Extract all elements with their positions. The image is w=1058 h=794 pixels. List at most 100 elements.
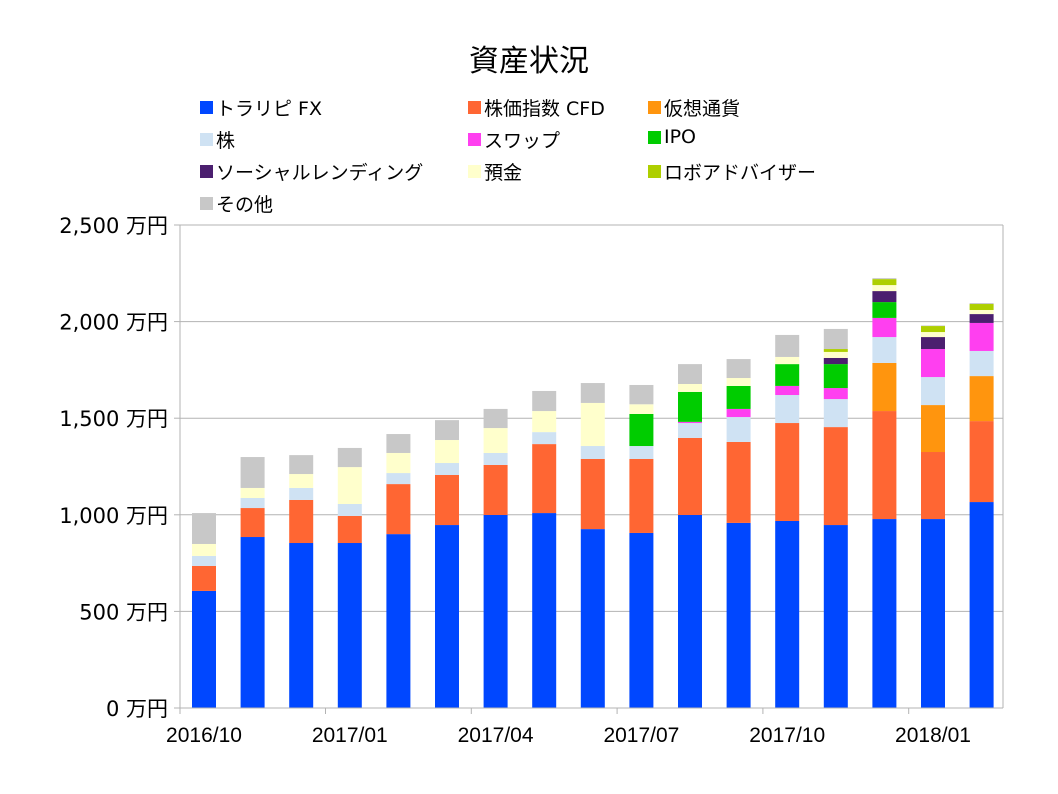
bar-stack-2017/01: [337, 447, 362, 708]
bar-segment-0: [192, 590, 216, 708]
bar-segment-9: [872, 278, 897, 280]
bar-segment-7: [629, 404, 654, 414]
bar-segment-0: [872, 519, 897, 708]
legend-item: 株: [200, 126, 235, 153]
bar-stack-2017/08: [678, 364, 702, 708]
bar-segment-9: [240, 457, 265, 488]
bar-segment-1: [775, 423, 800, 521]
x-tick-label: 2017/10: [749, 724, 825, 747]
bar-segment-9: [629, 384, 654, 405]
bar-segment-9: [532, 390, 557, 412]
bar-stack-2017/06: [580, 383, 605, 708]
bar-segment-1: [823, 427, 848, 526]
bar-segment-7: [483, 428, 508, 453]
bar-stack-2017/05: [532, 390, 557, 708]
bar-segment-9: [678, 364, 702, 385]
bar-segment-1: [192, 565, 216, 591]
bar-segment-6: [823, 357, 848, 365]
bar-segment-8: [969, 304, 994, 311]
legend-label: スワップ: [484, 130, 561, 152]
x-tick-label: 2017/01: [312, 724, 388, 747]
legend-swatch: [200, 101, 213, 114]
bar-segment-1: [532, 444, 557, 514]
bar-segment-3: [629, 446, 654, 459]
bar-segment-0: [483, 514, 508, 708]
y-tick-label: 2,000 万円: [59, 311, 168, 335]
bar-segment-2: [872, 362, 897, 412]
bar-stack-2018/01: [921, 325, 945, 708]
bar-stack-2017/12: [872, 278, 897, 708]
legend-label: 仮想通貨: [664, 98, 741, 120]
legend-swatch: [468, 165, 481, 178]
bar-stack-2017/03: [435, 420, 459, 708]
x-tick-label: 2017/07: [603, 724, 679, 747]
bar-segment-0: [337, 543, 362, 708]
chart-title: 資産状況: [469, 44, 589, 79]
bar-stack-2017/10: [775, 334, 800, 708]
legend-label: IPO: [664, 126, 697, 148]
x-tick-label: 2016/10: [166, 724, 242, 747]
legend-item: ロボアドバイザー: [648, 158, 816, 185]
legend-swatch: [200, 165, 213, 178]
bar-segment-9: [435, 420, 459, 441]
bar-segment-9: [726, 359, 751, 379]
bar-segment-1: [629, 458, 654, 533]
legend-label: 株: [216, 130, 236, 152]
bar-segment-0: [969, 502, 994, 708]
bar-segment-3: [726, 417, 751, 442]
bar-segment-9: [337, 447, 362, 468]
bar-segment-0: [386, 534, 411, 708]
bar-segment-0: [435, 525, 459, 708]
bar-stack-2017/07: [629, 384, 654, 708]
bar-segment-3: [921, 377, 945, 406]
bar-segment-8: [921, 326, 945, 333]
y-tick-label: 1,000 万円: [59, 504, 168, 528]
bar-segment-8: [872, 279, 897, 286]
bar-segment-4: [969, 322, 994, 351]
y-tick-label: 500 万円: [79, 600, 168, 624]
bar-segment-9: [775, 334, 800, 357]
legend-swatch: [200, 133, 213, 146]
bar-segment-0: [921, 519, 945, 708]
bar-stack-2017/09: [726, 359, 751, 708]
bar-segment-7: [726, 378, 751, 386]
bar-stack-2016/10: [192, 513, 216, 708]
bar-segment-6: [872, 291, 897, 303]
bar-segment-1: [483, 464, 508, 515]
bar-segment-3: [192, 555, 216, 566]
bar-segment-1: [240, 508, 265, 538]
bar-segment-7: [240, 487, 265, 498]
legend-label: 株価指数 CFD: [484, 98, 605, 120]
bar-segment-7: [969, 310, 994, 315]
bar-segment-1: [678, 437, 702, 515]
bar-segment-4: [872, 317, 897, 338]
bar-segment-7: [435, 440, 459, 464]
legend-label: ソーシャルレンディング: [216, 162, 424, 184]
bar-segment-6: [969, 314, 994, 323]
legend-item: IPO: [648, 126, 696, 148]
bars: [192, 278, 994, 708]
bar-segment-7: [532, 411, 557, 433]
bar-segment-4: [921, 349, 945, 378]
bar-segment-3: [435, 463, 459, 476]
bar-segment-0: [532, 513, 557, 708]
y-tick-label: 0 万円: [106, 697, 168, 721]
bar-segment-7: [192, 543, 216, 556]
bar-segment-0: [289, 543, 314, 708]
bar-segment-3: [872, 337, 897, 363]
legend-swatch: [468, 133, 481, 146]
legend-label: その他: [216, 194, 274, 216]
y-tick-label: 2,500 万円: [59, 214, 168, 238]
bar-segment-3: [337, 503, 362, 516]
legend-item: スワップ: [468, 126, 560, 153]
x-tick-label: 2017/04: [458, 724, 534, 747]
bar-segment-1: [337, 515, 362, 544]
bar-segment-3: [289, 487, 314, 500]
legend-item: 株価指数 CFD: [468, 94, 605, 121]
bar-segment-5: [726, 385, 751, 409]
bar-segment-4: [726, 408, 751, 418]
bar-segment-3: [823, 399, 848, 428]
bar-segment-3: [240, 497, 265, 509]
legend-item: その他: [200, 190, 273, 217]
bar-stack-2018/02: [969, 303, 994, 708]
